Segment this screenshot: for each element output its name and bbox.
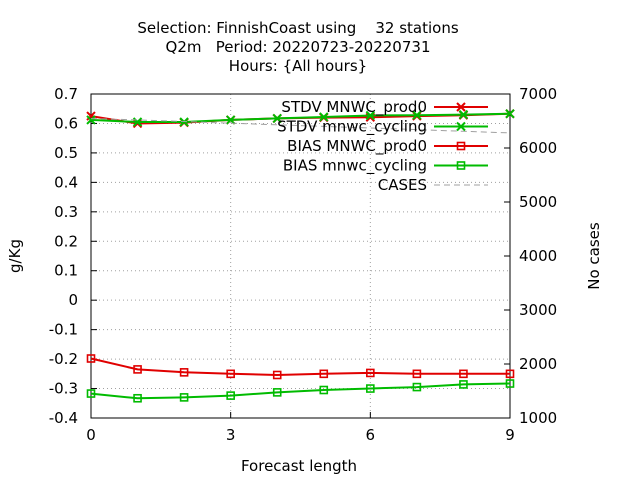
y-tick-label: 0.2	[54, 232, 78, 250]
y2-tick-label: 5000	[519, 193, 557, 211]
x-axis-label: Forecast length	[241, 457, 357, 475]
point-marker	[132, 118, 143, 129]
point-marker	[272, 113, 282, 124]
point-marker	[86, 389, 96, 398]
x-tick-label: 3	[226, 426, 236, 444]
y2-axis-label: No cases	[585, 222, 603, 290]
y-axis-label: g/Kg	[6, 239, 24, 273]
point-marker	[225, 115, 236, 125]
legend-label: BIAS mnwc_cycling	[283, 157, 427, 176]
point-marker	[179, 393, 189, 402]
marker-stroke	[456, 102, 466, 112]
legend-entry: BIAS MNWC_prod0	[287, 137, 488, 156]
x-tick-label: 9	[505, 426, 515, 444]
y-tick-label: 0.3	[54, 203, 78, 221]
series-3	[86, 379, 515, 403]
legend-entry: CASES	[378, 176, 488, 194]
series-2	[86, 354, 515, 380]
point-marker	[459, 369, 468, 379]
y-tick-label: 0	[68, 291, 78, 309]
point-marker	[133, 393, 142, 403]
legend-entry: STDV mnwc_cycling	[277, 118, 488, 137]
x-tick-label: 6	[366, 426, 376, 444]
point-marker	[86, 115, 96, 125]
point-marker	[366, 368, 375, 378]
point-marker	[272, 370, 282, 380]
title-line-1: Selection: FinnishCoast using 32 station…	[137, 19, 459, 37]
marker-stroke	[132, 117, 143, 127]
legend-label: CASES	[378, 176, 427, 194]
legend-entry: STDV MNWC_prod0	[281, 98, 488, 117]
series-line	[90, 357, 510, 377]
x-tick-label: 0	[86, 426, 96, 444]
y-tick-label: -0.4	[49, 409, 78, 427]
y-tick-label: -0.2	[49, 350, 78, 368]
point-marker	[133, 365, 142, 374]
point-marker	[412, 382, 422, 392]
point-marker	[319, 369, 329, 379]
y-tick-label: -0.3	[49, 380, 78, 398]
title-line-3: Hours: {All hours}	[229, 57, 367, 75]
marker-stroke	[272, 113, 282, 124]
y-tick-label: -0.1	[49, 321, 78, 339]
point-marker	[456, 121, 466, 132]
point-marker	[365, 110, 376, 121]
plot-frame	[90, 93, 511, 419]
point-marker	[459, 380, 468, 389]
marker-stroke	[458, 109, 469, 120]
y-tick-label: 0.5	[54, 144, 78, 162]
y2-tick-label: 2000	[519, 355, 557, 373]
axes	[90, 93, 511, 419]
point-marker	[366, 384, 375, 393]
marker-stroke	[456, 121, 466, 132]
point-marker	[132, 117, 143, 127]
tick-labels: -0.4 -0.3 -0.2 -0.1 0 0.1 0.2 0.3 0.4 0.5 0.6 0.7 0 3…	[49, 85, 557, 444]
point-marker	[319, 385, 329, 395]
legend-label: BIAS MNWC_prod0	[287, 137, 427, 156]
marker-stroke	[86, 115, 96, 125]
legend-label: STDV mnwc_cycling	[277, 118, 427, 137]
y-tick-label: 0.6	[54, 114, 78, 132]
legend-label: STDV MNWC_prod0	[281, 98, 427, 117]
marker-stroke	[132, 118, 143, 129]
y2-tick-label: 7000	[519, 85, 557, 103]
marker-stroke	[365, 110, 376, 121]
point-marker	[458, 109, 469, 120]
y-tick-label: 0.4	[54, 173, 78, 191]
point-marker	[319, 112, 329, 122]
point-marker	[456, 161, 466, 170]
y-tick-label: 0.1	[54, 262, 78, 280]
series-line	[90, 382, 511, 400]
point-marker	[272, 388, 282, 397]
marker-stroke	[505, 109, 515, 119]
point-marker	[226, 391, 235, 400]
point-marker	[505, 369, 515, 379]
marker-stroke	[86, 111, 96, 121]
y2-tick-label: 4000	[519, 247, 557, 265]
legend-entry: BIAS mnwc_cycling	[283, 157, 488, 176]
point-marker	[412, 110, 422, 120]
y-tick-label: 0.7	[54, 85, 78, 103]
series-line	[90, 112, 511, 123]
point-marker	[412, 369, 422, 379]
point-marker	[505, 379, 515, 388]
point-marker	[226, 369, 235, 379]
chart-title: Selection: FinnishCoast using 32 station…	[137, 19, 459, 75]
marker-stroke	[319, 112, 329, 122]
y2-tick-label: 6000	[519, 139, 557, 157]
y2-tick-label: 1000	[519, 409, 557, 427]
point-marker	[86, 354, 96, 363]
point-marker	[179, 368, 189, 377]
marker-stroke	[412, 110, 422, 120]
point-marker	[456, 141, 466, 151]
marker-stroke	[225, 115, 236, 125]
series-group	[86, 109, 515, 403]
point-marker	[456, 102, 466, 112]
title-line-2: Q2m Period: 20220723-20220731	[166, 38, 431, 56]
y2-tick-label: 3000	[519, 301, 557, 319]
point-marker	[505, 109, 515, 119]
